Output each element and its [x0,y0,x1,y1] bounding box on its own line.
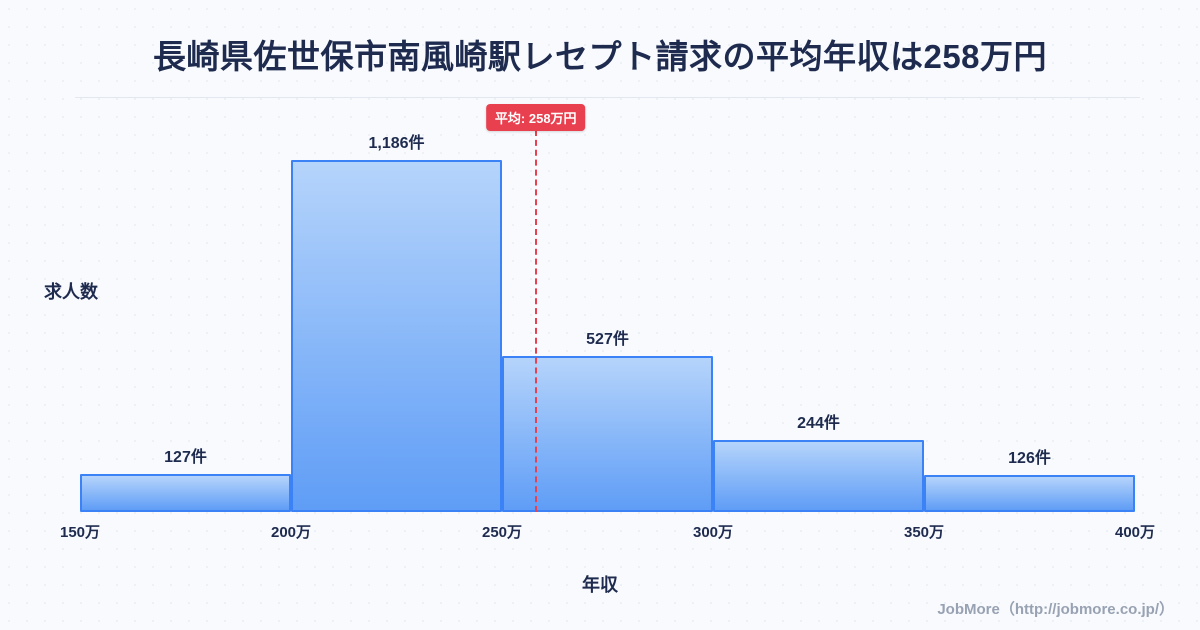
footer-credit: JobMore（http://jobmore.co.jp/） [937,601,1174,618]
x-axis-label: 年収 [582,575,618,595]
x-axis-ticks: 150万 200万 250万 300万 350万 400万 [60,521,1155,541]
histogram-bar [291,160,502,512]
bar-value-label: 126件 [1008,449,1051,467]
histogram-bar [713,439,924,512]
y-axis-label: 求人数 [44,282,98,302]
x-tick-label: 300万 [692,524,734,541]
x-tick-label: 150万 [59,524,101,541]
page-title: 長崎県佐世保市南風崎駅レセプト請求の平均年収は258万円 [152,38,1048,75]
x-tick-label: 400万 [1114,524,1156,541]
x-tick-label: 350万 [903,524,945,541]
title-divider [75,97,1140,98]
histogram-bar [80,474,291,512]
mean-badge: 平均: 258万円 [485,104,586,131]
bar-value-label: 527件 [586,330,629,348]
histogram-bar [502,355,713,512]
plot-area: 平均: 258万円 127件 1,186件 527件 244件 126件 [80,104,1135,512]
mean-line [534,130,537,512]
histogram-bar [924,474,1135,512]
x-tick-label: 250万 [481,524,523,541]
x-tick-label: 200万 [270,524,312,541]
bar-value-label: 127件 [164,449,207,467]
bar-value-label: 244件 [797,414,840,432]
bar-value-label: 1,186件 [368,135,425,152]
